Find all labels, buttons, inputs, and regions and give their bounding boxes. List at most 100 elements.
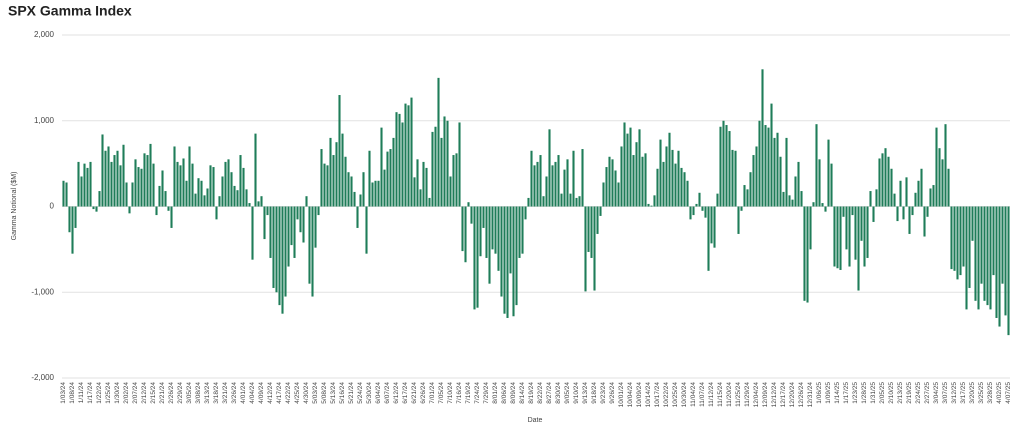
- x-tick-label: 3/21/24: [222, 382, 229, 404]
- bar: [245, 189, 248, 207]
- bar: [515, 206, 518, 306]
- x-tick-label: 10/17/24: [654, 382, 661, 408]
- bar: [857, 206, 860, 291]
- bar: [635, 142, 638, 207]
- bar: [866, 206, 869, 258]
- x-tick-label: 3/07/25: [942, 382, 949, 404]
- bar: [737, 206, 740, 234]
- bar: [500, 206, 503, 297]
- bar: [587, 206, 590, 252]
- x-tick-label: 4/22/24: [285, 382, 292, 404]
- bar: [284, 206, 287, 297]
- bar: [260, 196, 263, 207]
- x-tick-label: 8/19/24: [528, 382, 535, 404]
- bar: [983, 206, 986, 301]
- bar: [308, 206, 311, 284]
- bar: [101, 134, 104, 207]
- bar: [104, 150, 107, 207]
- x-tick-label: 2/05/25: [879, 382, 886, 404]
- bar: [671, 149, 674, 207]
- bar: [221, 176, 224, 207]
- bar: [992, 206, 995, 276]
- x-tick-label: 7/16/24: [456, 382, 463, 404]
- bar: [116, 150, 119, 207]
- bar: [473, 206, 476, 310]
- bar: [167, 206, 170, 211]
- bar: [674, 163, 677, 207]
- y-tick-label: 2,000: [34, 30, 55, 39]
- bar: [482, 206, 485, 228]
- bar: [626, 133, 629, 207]
- bar: [80, 176, 83, 207]
- bar: [839, 206, 842, 270]
- x-tick-label: 1/22/24: [96, 382, 103, 404]
- x-tick-label: 3/05/24: [186, 382, 193, 404]
- bar: [932, 185, 935, 207]
- bar: [695, 203, 698, 207]
- bar: [152, 163, 155, 207]
- bar: [899, 180, 902, 207]
- x-tick-label: 7/10/24: [447, 382, 454, 404]
- x-tick-label: 12/20/24: [789, 382, 796, 408]
- bar: [323, 163, 326, 207]
- bar: [743, 185, 746, 207]
- bar: [491, 206, 494, 250]
- bar: [494, 206, 497, 254]
- bar: [443, 116, 446, 207]
- x-tick-label: 2/07/24: [132, 382, 139, 404]
- bar: [332, 155, 335, 207]
- bar: [140, 168, 143, 207]
- bar: [155, 206, 158, 216]
- bar: [779, 156, 782, 207]
- bar: [383, 169, 386, 207]
- bar: [146, 155, 149, 207]
- bar: [503, 206, 506, 314]
- bar: [359, 194, 362, 207]
- x-tick-label: 2/24/25: [915, 382, 922, 404]
- bar: [668, 132, 671, 207]
- bar: [944, 124, 947, 207]
- x-tick-label: 3/17/25: [960, 382, 967, 404]
- bar: [488, 206, 491, 284]
- bar: [293, 206, 296, 258]
- bar: [218, 196, 221, 207]
- bar: [887, 156, 890, 207]
- x-tick-label: 4/12/24: [267, 382, 274, 404]
- bar: [554, 161, 557, 207]
- bar: [530, 150, 533, 207]
- x-tick-label: 7/05/24: [438, 382, 445, 404]
- x-tick-label: 4/30/24: [303, 382, 310, 404]
- bar: [728, 131, 731, 207]
- bar: [836, 206, 839, 269]
- bar: [719, 126, 722, 207]
- bar: [986, 206, 989, 306]
- x-tick-label: 5/16/24: [339, 382, 346, 404]
- x-tick-label: 6/04/24: [375, 382, 382, 404]
- bar: [665, 146, 668, 207]
- bar: [194, 193, 197, 207]
- chart-title: SPX Gamma Index: [8, 3, 132, 19]
- bar: [428, 197, 431, 207]
- bar: [401, 122, 404, 207]
- bar: [362, 172, 365, 207]
- bar: [617, 182, 620, 207]
- bar: [926, 206, 929, 217]
- bar: [698, 192, 701, 207]
- bar: [920, 168, 923, 207]
- x-tick-label: 3/13/24: [204, 382, 211, 404]
- bar: [740, 206, 743, 211]
- x-tick-label: 6/12/24: [393, 382, 400, 404]
- bar: [797, 161, 800, 207]
- bar: [971, 206, 974, 241]
- x-tick-label: 7/01/24: [429, 382, 436, 404]
- bar: [89, 161, 92, 207]
- bar: [842, 206, 845, 217]
- bar: [437, 77, 440, 207]
- x-tick-label: 12/17/24: [780, 382, 787, 408]
- bar: [776, 132, 779, 207]
- bar: [782, 191, 785, 207]
- bar: [584, 206, 587, 292]
- x-tick-label: 4/01/24: [240, 382, 247, 404]
- bar: [74, 206, 77, 228]
